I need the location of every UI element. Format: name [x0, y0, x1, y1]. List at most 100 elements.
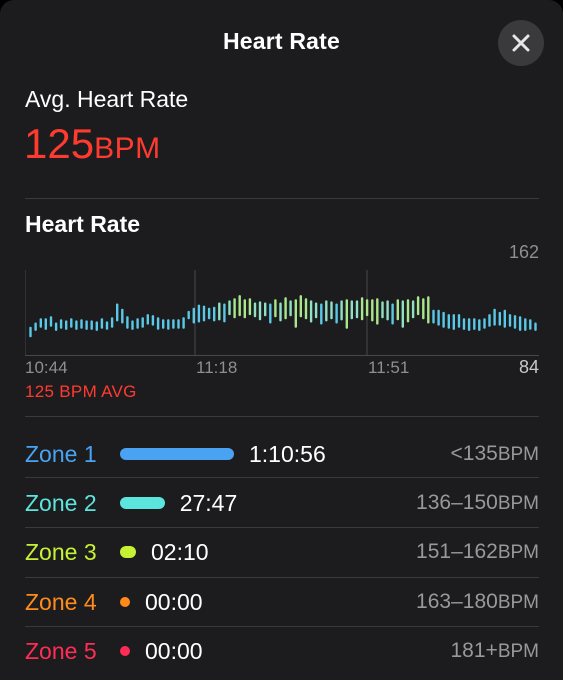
heart-rate-bar: [54, 322, 58, 331]
heart-rate-bar: [529, 319, 532, 330]
heart-rate-bar: [228, 300, 231, 316]
zone-bar: [120, 448, 234, 460]
heart-rate-bar: [376, 298, 379, 325]
zone-bar: [120, 597, 130, 607]
heart-rate-bar: [202, 305, 206, 322]
chart-y-min-label: 84: [518, 357, 539, 377]
heart-rate-bar: [365, 299, 369, 317]
heart-rate-bar: [110, 317, 114, 328]
heart-rate-bar: [233, 298, 236, 319]
heart-rate-bar: [457, 314, 461, 328]
heart-rate-bar: [304, 298, 308, 320]
heart-rate-bar: [493, 308, 496, 326]
zone-range-unit: BPM: [497, 493, 539, 514]
zone-time: 27:47: [179, 490, 238, 516]
heart-rate-bar: [314, 302, 318, 319]
heart-rate-bar: [467, 318, 471, 331]
heart-rate-bar: [437, 309, 440, 326]
heart-rate-bar: [238, 295, 241, 317]
heart-rate-bar: [427, 296, 430, 324]
zone-range-value: 136–150: [416, 491, 498, 514]
heart-rate-bar: [187, 310, 190, 320]
heart-rate-bar: [264, 302, 267, 317]
zone-range-value: <135: [450, 442, 498, 465]
heart-rate-bar: [126, 316, 129, 329]
heart-rate-bar: [355, 300, 359, 319]
zone-range: 181+BPM: [451, 639, 540, 663]
heart-rate-bar: [309, 300, 313, 323]
heart-rate-bar: [391, 303, 394, 325]
chart-x-tick: 10:44: [25, 358, 68, 377]
sheet-title: Heart Rate: [222, 28, 341, 54]
zone-time: 02:10: [151, 539, 209, 565]
zone-range-value: 181+: [450, 639, 498, 662]
heart-rate-bar: [136, 318, 139, 329]
row-divider: [25, 527, 539, 528]
row-divider: [25, 477, 539, 478]
heart-rate-bar: [146, 314, 149, 325]
heart-rate-bar: [360, 297, 364, 321]
zone-name: Zone 3: [25, 539, 97, 565]
chart-avg-caption: 125 BPM AVG: [25, 382, 137, 401]
heart-rate-bar: [503, 309, 506, 328]
heart-rate-bar: [411, 300, 415, 319]
avg-value-unit: BPM: [94, 132, 161, 165]
zone-range-unit: BPM: [497, 641, 539, 662]
heart-rate-bar: [177, 319, 180, 329]
heart-rate-bar: [151, 315, 155, 326]
heart-rate-bar: [325, 300, 328, 322]
heart-rate-bar: [253, 302, 257, 318]
heart-rate-bar: [498, 311, 501, 326]
heart-rate-bar: [284, 297, 287, 320]
zone-range-value: 151–162: [416, 540, 498, 563]
heart-rate-bar: [406, 299, 410, 323]
zone-bar: [120, 546, 136, 558]
zone-range-unit: BPM: [497, 592, 539, 613]
heart-rate-bar: [294, 299, 297, 328]
heart-rate-bar: [381, 301, 384, 319]
heart-rate-bar: [44, 318, 47, 330]
heart-rate-bar: [39, 318, 42, 328]
heart-rate-bar: [59, 319, 63, 329]
row-divider: [25, 626, 539, 627]
zone-range: 151–162BPM: [416, 540, 539, 564]
close-icon: [512, 34, 530, 52]
chart-bars: [29, 295, 537, 338]
heart-rate-bar: [274, 299, 277, 318]
heart-rate-bar: [401, 300, 404, 328]
heart-rate-bar: [207, 307, 211, 320]
heart-rate-bar: [70, 318, 73, 328]
zone-bar: [120, 646, 130, 656]
avg-value-number: 125: [24, 120, 95, 167]
heart-rate-bar: [350, 300, 353, 320]
heart-rate-bar: [371, 299, 374, 322]
heart-rate-bar: [213, 306, 216, 322]
heart-rate-bar: [478, 319, 481, 331]
heart-rate-bar: [90, 320, 93, 330]
zone-name: Zone 2: [25, 490, 97, 516]
close-button[interactable]: [498, 20, 544, 66]
heart-rate-bar: [483, 318, 486, 329]
heart-rate-bar: [534, 322, 537, 331]
heart-rate-bar: [340, 300, 343, 321]
heart-rate-bar: [299, 295, 302, 318]
heart-rate-bar: [49, 316, 53, 327]
heart-rate-bar: [80, 319, 83, 329]
zone-range-unit: BPM: [497, 444, 539, 465]
heart-rate-bar: [432, 309, 435, 324]
heart-rate-bar: [473, 318, 476, 330]
avg-heart-rate-value: 125BPM: [24, 120, 161, 168]
zone-range-unit: BPM: [497, 542, 539, 563]
heart-rate-bar: [95, 321, 98, 331]
zone-bar: [120, 497, 165, 509]
heart-rate-bar: [396, 299, 399, 321]
zone-row: Zone 1 1:10:56 <135BPM: [0, 430, 563, 479]
zone-time: 00:00: [145, 589, 203, 615]
heart-rate-bar: [182, 317, 185, 329]
heart-rate-bar: [167, 319, 170, 330]
heart-rate-bar: [269, 303, 272, 324]
heart-rate-bar: [518, 316, 522, 331]
heart-rate-bar: [462, 318, 466, 330]
chart-x-tick: 11:18: [196, 358, 238, 377]
